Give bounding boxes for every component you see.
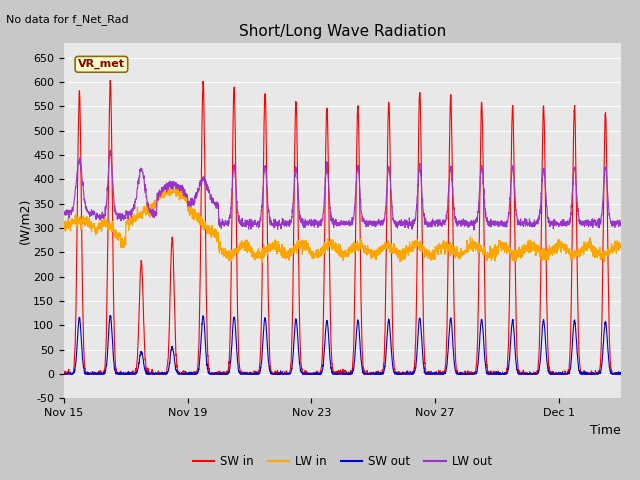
SW out	[545, 370, 553, 376]
LW out	[360, 218, 368, 224]
LW in	[184, 194, 191, 200]
SW out	[148, 371, 156, 377]
LW out	[617, 223, 625, 228]
LW out	[148, 211, 156, 217]
Line: SW out: SW out	[64, 315, 621, 374]
LW in	[258, 260, 266, 265]
LW in	[617, 244, 625, 250]
LW in	[60, 225, 68, 231]
Line: LW out: LW out	[64, 150, 621, 230]
LW in	[262, 248, 270, 254]
SW in	[262, 135, 270, 141]
SW out	[115, 371, 122, 377]
SW out	[60, 371, 68, 377]
SW in	[148, 371, 156, 377]
SW in	[106, 78, 114, 84]
Line: LW in: LW in	[64, 187, 621, 263]
Line: SW in: SW in	[64, 81, 621, 374]
Title: Short/Long Wave Radiation: Short/Long Wave Radiation	[239, 24, 446, 39]
LW in	[360, 248, 368, 254]
SW in	[184, 370, 191, 376]
LW out	[262, 174, 270, 180]
LW in	[148, 206, 156, 212]
SW in	[617, 370, 625, 376]
Text: VR_met: VR_met	[78, 59, 125, 70]
LW out	[60, 209, 68, 215]
SW in	[60, 371, 68, 377]
Legend: SW in, LW in, SW out, LW out: SW in, LW in, SW out, LW out	[188, 450, 497, 473]
LW in	[172, 184, 180, 190]
SW in	[545, 369, 553, 375]
SW out	[184, 371, 191, 376]
SW out	[617, 370, 625, 376]
SW in	[115, 371, 122, 377]
LW out	[470, 227, 478, 233]
SW out	[262, 324, 270, 329]
LW in	[545, 253, 553, 259]
X-axis label: Time: Time	[590, 424, 621, 437]
Text: No data for f_Net_Rad: No data for f_Net_Rad	[6, 14, 129, 25]
LW out	[184, 196, 191, 202]
LW in	[114, 237, 122, 242]
SW out	[360, 371, 368, 376]
SW out	[106, 312, 114, 318]
SW in	[360, 371, 368, 377]
LW out	[106, 147, 114, 153]
LW out	[545, 218, 553, 224]
LW out	[115, 215, 122, 220]
Y-axis label: (W/m2): (W/m2)	[19, 198, 32, 244]
